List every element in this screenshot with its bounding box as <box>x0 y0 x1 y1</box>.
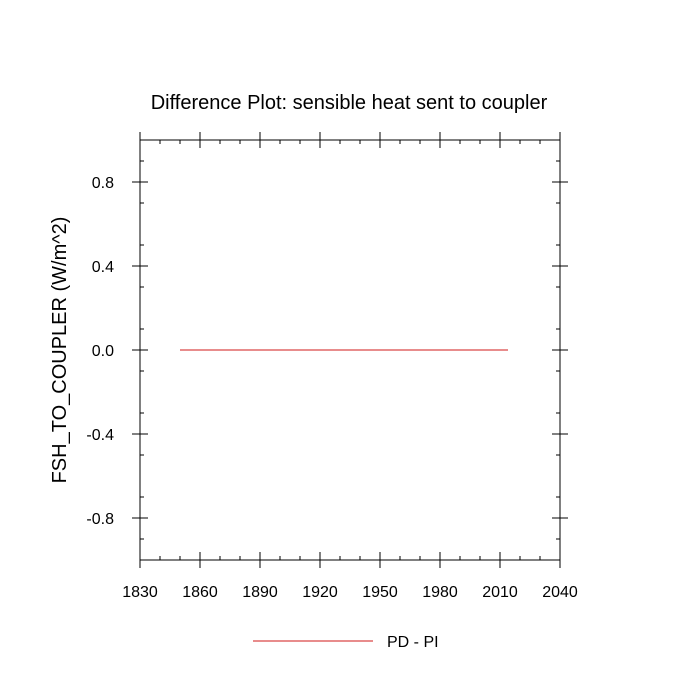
x-tick-label: 1860 <box>182 584 218 601</box>
x-tick-label: 1920 <box>302 584 338 601</box>
x-tick-label: 1980 <box>422 584 458 601</box>
y-tick-label: 0.0 <box>92 343 114 360</box>
y-tick-label: 0.8 <box>92 175 114 192</box>
x-tick-label: 1950 <box>362 584 398 601</box>
legend: PD - PI <box>253 634 439 651</box>
x-tick-label: 1890 <box>242 584 278 601</box>
y-tick-label: -0.8 <box>86 511 114 528</box>
legend-label: PD - PI <box>387 634 439 651</box>
ticks-layer: 1830 1860 1890 1920 1950 1980 2010 2040 -0.8 -0.4… <box>86 132 578 601</box>
x-tick-label: 2040 <box>542 584 578 601</box>
y-tick-label: -0.4 <box>86 427 114 444</box>
x-tick-label: 2010 <box>482 584 518 601</box>
chart-title: Difference Plot: sensible heat sent to c… <box>151 92 548 114</box>
x-tick-label: 1830 <box>122 584 158 601</box>
y-tick-label: 0.4 <box>92 259 114 276</box>
y-axis-label: FSH_TO_COUPLER (W/m^2) <box>49 217 71 484</box>
